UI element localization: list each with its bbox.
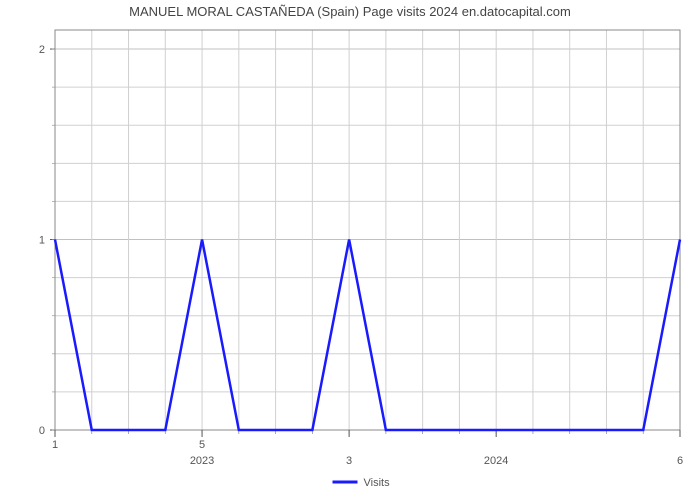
x-tick-label-secondary: 6 <box>677 455 683 467</box>
legend-label: Visits <box>364 477 391 489</box>
x-tick-label-secondary: 2023 <box>190 455 214 467</box>
chart-title: MANUEL MORAL CASTAÑEDA (Spain) Page visi… <box>129 4 571 19</box>
y-tick-label: 0 <box>39 425 45 437</box>
visits-chart: MANUEL MORAL CASTAÑEDA (Spain) Page visi… <box>0 0 700 500</box>
x-tick-label-secondary: 2024 <box>484 455 508 467</box>
y-tick-label: 1 <box>39 235 45 247</box>
chart-svg: MANUEL MORAL CASTAÑEDA (Spain) Page visi… <box>0 0 700 500</box>
x-tick-label-secondary: 3 <box>346 455 352 467</box>
x-tick-label: 5 <box>199 439 205 451</box>
x-tick-label: 1 <box>52 439 58 451</box>
y-tick-label: 2 <box>39 44 45 56</box>
